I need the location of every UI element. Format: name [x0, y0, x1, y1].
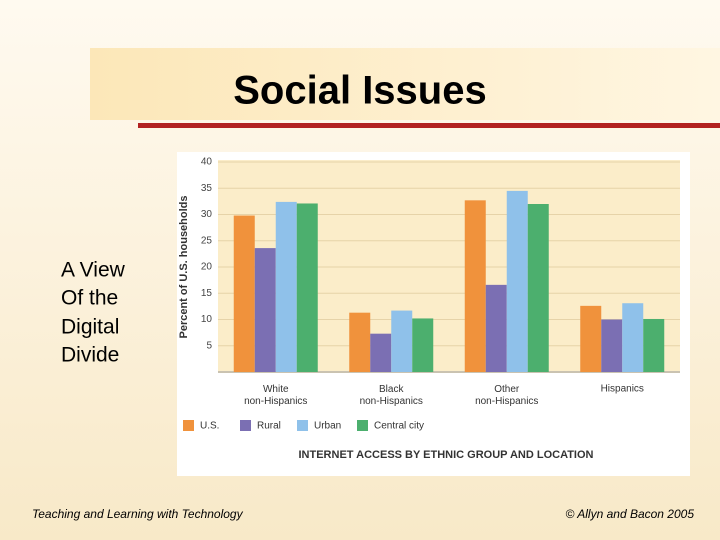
bar [601, 319, 623, 372]
bar [580, 305, 602, 372]
legend-swatch [183, 420, 194, 431]
y-tick-label: 5 [206, 340, 212, 351]
legend-swatch [297, 420, 308, 431]
x-tick-label: White non-Hispanics [244, 384, 307, 407]
legend-swatch [240, 420, 251, 431]
x-tick-label: Hispanics [601, 384, 644, 395]
bar [254, 248, 276, 372]
bar [622, 303, 644, 372]
slide-title: Social Issues [233, 69, 486, 113]
legend-label: Urban [314, 421, 341, 432]
side-text: Of the [61, 287, 118, 310]
title-rule [138, 123, 720, 128]
side-text: Digital [61, 316, 119, 339]
legend-swatch [357, 420, 368, 431]
x-tick-label: Black non-Hispanics [360, 384, 423, 407]
bar [464, 200, 486, 372]
bar [296, 203, 318, 372]
y-axis-label: Percent of U.S. households [178, 195, 190, 338]
legend-label: Rural [257, 421, 281, 432]
bar [275, 201, 297, 372]
y-tick-label: 15 [201, 288, 213, 299]
bar [506, 190, 528, 372]
footer-right: © Allyn and Bacon 2005 [566, 507, 695, 521]
legend-label: Central city [374, 421, 424, 432]
legend-label: U.S. [200, 421, 219, 432]
y-tick-label: 20 [201, 262, 213, 273]
bar [349, 312, 371, 372]
bar [485, 284, 507, 372]
x-tick-label: Other non-Hispanics [475, 384, 538, 407]
side-text: Divide [61, 344, 119, 367]
y-tick-label: 40 [201, 157, 213, 168]
y-tick-label: 25 [201, 235, 213, 246]
bar [391, 310, 413, 372]
chart-title: INTERNET ACCESS BY ETHNIC GROUP AND LOCA… [299, 449, 594, 461]
bar [233, 215, 255, 372]
bar [527, 204, 549, 372]
y-tick-label: 30 [201, 209, 213, 220]
title-band [90, 48, 720, 120]
y-tick-label: 10 [201, 314, 213, 325]
footer-left: Teaching and Learning with Technology [32, 507, 244, 521]
bar [412, 318, 434, 372]
y-tick-label: 35 [201, 183, 213, 194]
side-text: A View [61, 259, 126, 282]
bar [370, 333, 392, 372]
bar [643, 318, 665, 372]
